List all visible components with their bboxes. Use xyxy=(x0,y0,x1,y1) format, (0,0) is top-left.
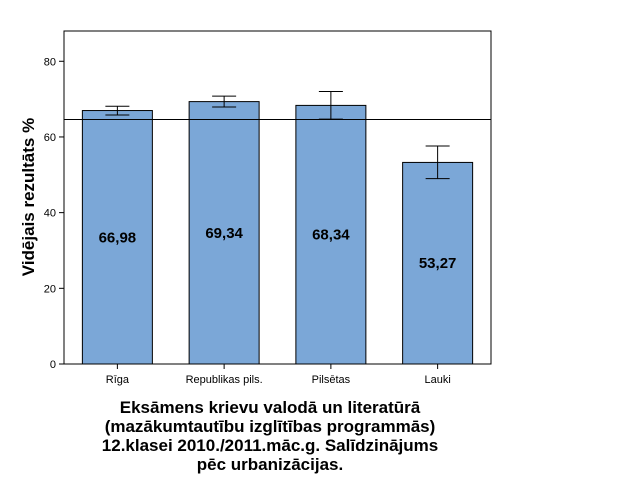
chart-title-line-2: (mazākumtautību izglītības programmās) xyxy=(104,417,436,436)
y-tick-label-2: 40 xyxy=(44,208,56,220)
bar-0 xyxy=(81,110,153,365)
chart-title-line-1: Eksāmens krievu valodā un literatūrā xyxy=(119,398,421,417)
x-tick-label-2: Pilsētas xyxy=(312,374,351,386)
chart-title-line-3: 12.klasei 2010./2011.māc.g. Salīdzinājum… xyxy=(101,436,439,455)
x-tick-label-1: Republikas pils. xyxy=(186,374,263,386)
x-tick-label-0: Rīga xyxy=(106,374,130,386)
error-bar-0 xyxy=(105,105,130,116)
data-label-3: 53,27 xyxy=(419,255,457,272)
data-label-0: 66,98 xyxy=(99,229,137,246)
data-label-1: 69,34 xyxy=(205,225,243,242)
y-tick-label-0: 0 xyxy=(50,359,56,371)
error-bar-1 xyxy=(212,95,237,108)
data-labels: 66,98 69,34 68,34 53,27 xyxy=(99,225,457,272)
bar-1 xyxy=(188,101,260,365)
y-tick-label-4: 80 xyxy=(44,56,56,68)
y-axis: 0 20 40 60 80 xyxy=(44,56,64,371)
x-axis: Rīga Republikas pils. Pilsētas Lauki xyxy=(106,364,451,386)
x-tick-label-3: Lauki xyxy=(424,374,450,386)
data-label-2: 68,34 xyxy=(312,227,350,244)
error-bars xyxy=(105,91,450,180)
bar-2 xyxy=(295,104,367,365)
error-bar-3 xyxy=(425,145,450,180)
y-axis-label: Vidējais rezultāts % xyxy=(19,118,38,276)
chart-title-line-4: pēc urbanizācijas. xyxy=(196,455,344,474)
y-tick-label-1: 20 xyxy=(44,283,56,295)
bars xyxy=(81,101,474,365)
y-tick-label-3: 60 xyxy=(44,132,56,144)
bar-3 xyxy=(402,161,474,365)
chart-title: Eksāmens krievu valodā un literatūrā (ma… xyxy=(60,398,480,474)
